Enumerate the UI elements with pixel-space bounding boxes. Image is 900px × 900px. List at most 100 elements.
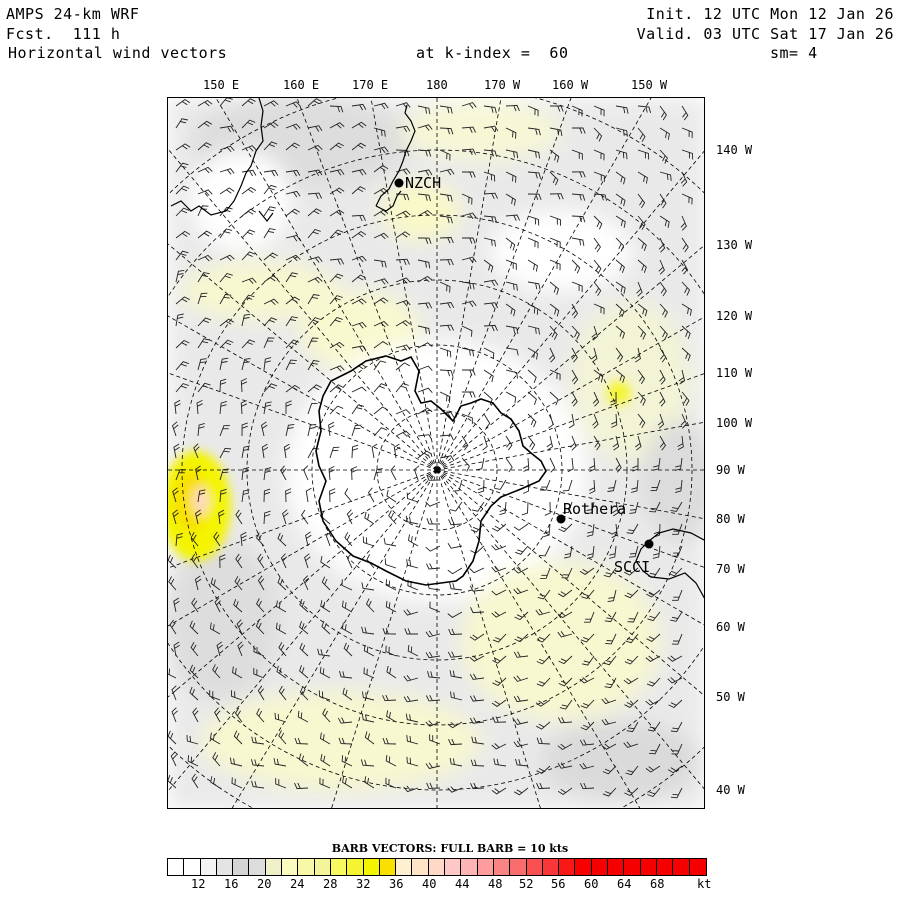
- wind-barb: [601, 697, 617, 705]
- wind-barb: [571, 259, 581, 274]
- wind-barb: [615, 149, 628, 160]
- wind-barb: [278, 685, 287, 701]
- wind-barb: [361, 713, 375, 723]
- wind-barb: [557, 589, 573, 598]
- wind-barb: [274, 712, 287, 723]
- wind-barb: [373, 127, 386, 137]
- wind-barb: [567, 457, 574, 473]
- lon-label: 160 W: [552, 78, 589, 92]
- wind-barb: [539, 479, 551, 491]
- wind-barb: [373, 102, 389, 110]
- wind-barb: [513, 718, 529, 726]
- wind-barb: [171, 707, 178, 723]
- wind-barb: [210, 577, 221, 591]
- wind-barb: [482, 435, 488, 451]
- wind-barb: [439, 281, 451, 293]
- wind-barb: [219, 272, 233, 283]
- wind-barb: [251, 736, 265, 745]
- scale-label: 60: [584, 877, 599, 891]
- wind-barb: [385, 645, 397, 657]
- wind-barb: [623, 677, 639, 685]
- wind-barb: [395, 258, 410, 266]
- wind-barb: [527, 413, 537, 428]
- wind-barb: [251, 780, 265, 789]
- wind-barb: [417, 259, 431, 269]
- wind-barb: [219, 293, 232, 305]
- wind-barb: [307, 317, 321, 327]
- wind-barb: [607, 589, 617, 603]
- wind-barb: [256, 532, 265, 547]
- wind-barb: [364, 731, 375, 745]
- wind-barb: [341, 622, 353, 635]
- wind-barb: [275, 778, 287, 789]
- south-america-coastline: [635, 528, 704, 599]
- lon-label: 170 W: [484, 78, 521, 92]
- wind-barb: [439, 105, 453, 114]
- wind-barb: [321, 576, 331, 591]
- wind-barb: [461, 457, 470, 472]
- wind-barb: [172, 487, 179, 503]
- wind-barb: [307, 276, 323, 284]
- wind-barb: [390, 465, 397, 481]
- wind-barb: [351, 466, 358, 481]
- wind-barb: [670, 721, 683, 733]
- wind-barb: [219, 378, 227, 393]
- wind-barb: [285, 488, 292, 503]
- wind-barb: [546, 435, 554, 451]
- wind-barb: [168, 774, 177, 789]
- wind-barb: [439, 215, 453, 224]
- wind-barb: [263, 317, 278, 327]
- wind-barb: [536, 721, 551, 730]
- nzch-station-marker: [394, 178, 404, 188]
- wind-barb: [307, 98, 322, 107]
- wind-barb: [219, 468, 230, 481]
- wind-barb: [514, 611, 529, 621]
- wind-barb: [219, 357, 229, 371]
- color-scale-cell: [591, 859, 609, 875]
- wind-barb: [385, 600, 397, 613]
- wind-barb: [346, 509, 354, 525]
- wind-barb: [647, 787, 661, 798]
- wind-barb: [492, 523, 507, 532]
- color-scale-cell: [542, 859, 560, 875]
- wind-barb: [190, 531, 199, 547]
- wind-barb: [615, 193, 626, 207]
- wind-barb: [425, 762, 441, 770]
- wind-barb: [659, 435, 667, 451]
- wind-barb: [351, 142, 367, 151]
- wind-barb: [175, 118, 188, 129]
- wind-barb: [241, 208, 257, 217]
- wind-barb: [461, 281, 475, 290]
- wind-barb: [405, 713, 419, 723]
- wind-barb: [407, 644, 419, 657]
- color-scale-cell: [396, 859, 413, 875]
- wind-barb: [592, 391, 600, 407]
- wind-barb: [351, 345, 367, 352]
- wind-barb: [601, 743, 617, 750]
- wind-barb: [417, 209, 433, 217]
- wind-barb: [549, 259, 561, 271]
- color-scale-cell: [656, 859, 674, 875]
- wind-barb: [671, 545, 683, 557]
- wind-barb: [278, 730, 287, 745]
- wind-barb: [351, 298, 367, 305]
- wind-barb: [285, 339, 300, 349]
- wind-barb: [593, 215, 603, 230]
- wind-barb: [363, 667, 375, 679]
- wind-barb: [417, 407, 433, 415]
- wind-barb: [602, 765, 617, 775]
- wind-barb: [417, 124, 433, 131]
- wind-barb: [263, 141, 278, 151]
- wind-barb: [514, 633, 529, 643]
- smoothing-label: sm= 4: [770, 44, 818, 62]
- lat-label: 120 W: [716, 309, 753, 323]
- wind-barb: [299, 598, 309, 613]
- wind-barb: [513, 651, 529, 658]
- station-label-rothera: Rothera: [563, 500, 627, 518]
- wind-barb: [175, 98, 191, 107]
- wind-barb: [652, 457, 661, 471]
- wind-barb: [322, 708, 331, 723]
- wind-barb: [351, 168, 367, 176]
- wind-barb: [263, 467, 272, 481]
- lon-label: 170 E: [352, 78, 389, 92]
